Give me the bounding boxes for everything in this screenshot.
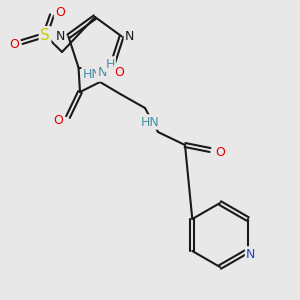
Text: O: O (215, 146, 225, 158)
Text: N: N (125, 30, 134, 43)
Text: O: O (53, 113, 63, 127)
Text: N: N (56, 30, 65, 43)
Text: S: S (40, 28, 50, 43)
Text: HN: HN (82, 68, 101, 80)
Text: H: H (105, 58, 115, 70)
Text: HN: HN (141, 116, 159, 128)
Text: O: O (115, 66, 124, 79)
Text: N: N (97, 65, 107, 79)
Text: O: O (9, 38, 19, 50)
Text: N: N (246, 248, 255, 260)
Text: O: O (55, 5, 65, 19)
